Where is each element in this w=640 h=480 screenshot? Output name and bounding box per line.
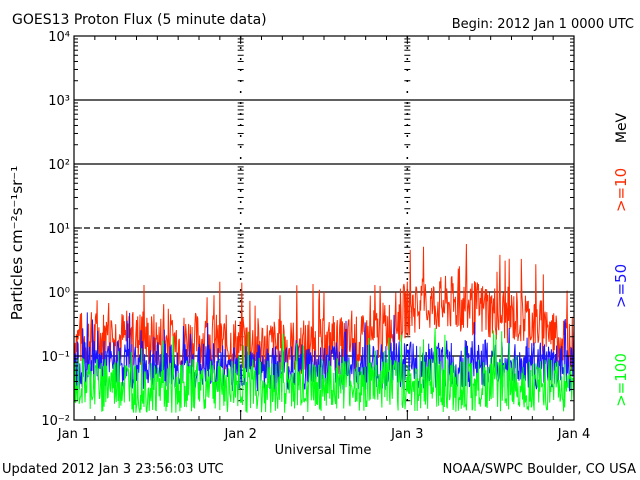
legend: MeV >=10 >=50 >=100 — [612, 112, 630, 406]
y-tick-label: 10⁰ — [48, 286, 70, 301]
legend-entry: >=100 — [612, 353, 630, 407]
y-tick-label: 10⁻¹ — [41, 350, 70, 365]
legend-entry: >=10 — [612, 168, 630, 212]
y-tick-label: 10³ — [48, 94, 70, 109]
x-tick-label: Jan 1 — [57, 427, 90, 442]
x-tick-labels: Jan 1 Jan 2 Jan 3 Jan 4 — [57, 427, 590, 442]
legend-entry: >=50 — [612, 264, 630, 308]
begin-label: Begin: 2012 Jan 1 0000 UTC — [452, 17, 634, 32]
x-axis-label: Universal Time — [275, 443, 372, 458]
x-tick-label: Jan 3 — [390, 427, 423, 442]
series-line-2 — [73, 328, 575, 413]
y-axis-label: Particles cm⁻²s⁻¹sr⁻¹ — [8, 166, 26, 320]
x-tick-label: Jan 4 — [557, 427, 590, 442]
axes — [73, 35, 575, 421]
updated-timestamp: Updated 2012 Jan 3 23:56:03 UTC — [2, 462, 224, 477]
unit-label: MeV — [614, 112, 630, 143]
x-tick-label: Jan 2 — [223, 427, 256, 442]
grid-lines — [74, 36, 574, 420]
y-tick-label: 10⁴ — [48, 30, 70, 45]
series-layer — [73, 243, 575, 413]
y-tick-label: 10¹ — [48, 222, 70, 237]
y-tick-label: 10⁻² — [41, 414, 70, 429]
series-line-0 — [73, 243, 575, 376]
credit-label: NOAA/SWPC Boulder, CO USA — [443, 462, 636, 477]
chart-title: GOES13 Proton Flux (5 minute data) — [12, 12, 267, 28]
y-tick-labels: 10⁻² 10⁻¹ 10⁰ 10¹ 10² 10³ 10⁴ — [41, 30, 70, 429]
y-tick-label: 10² — [48, 158, 70, 173]
